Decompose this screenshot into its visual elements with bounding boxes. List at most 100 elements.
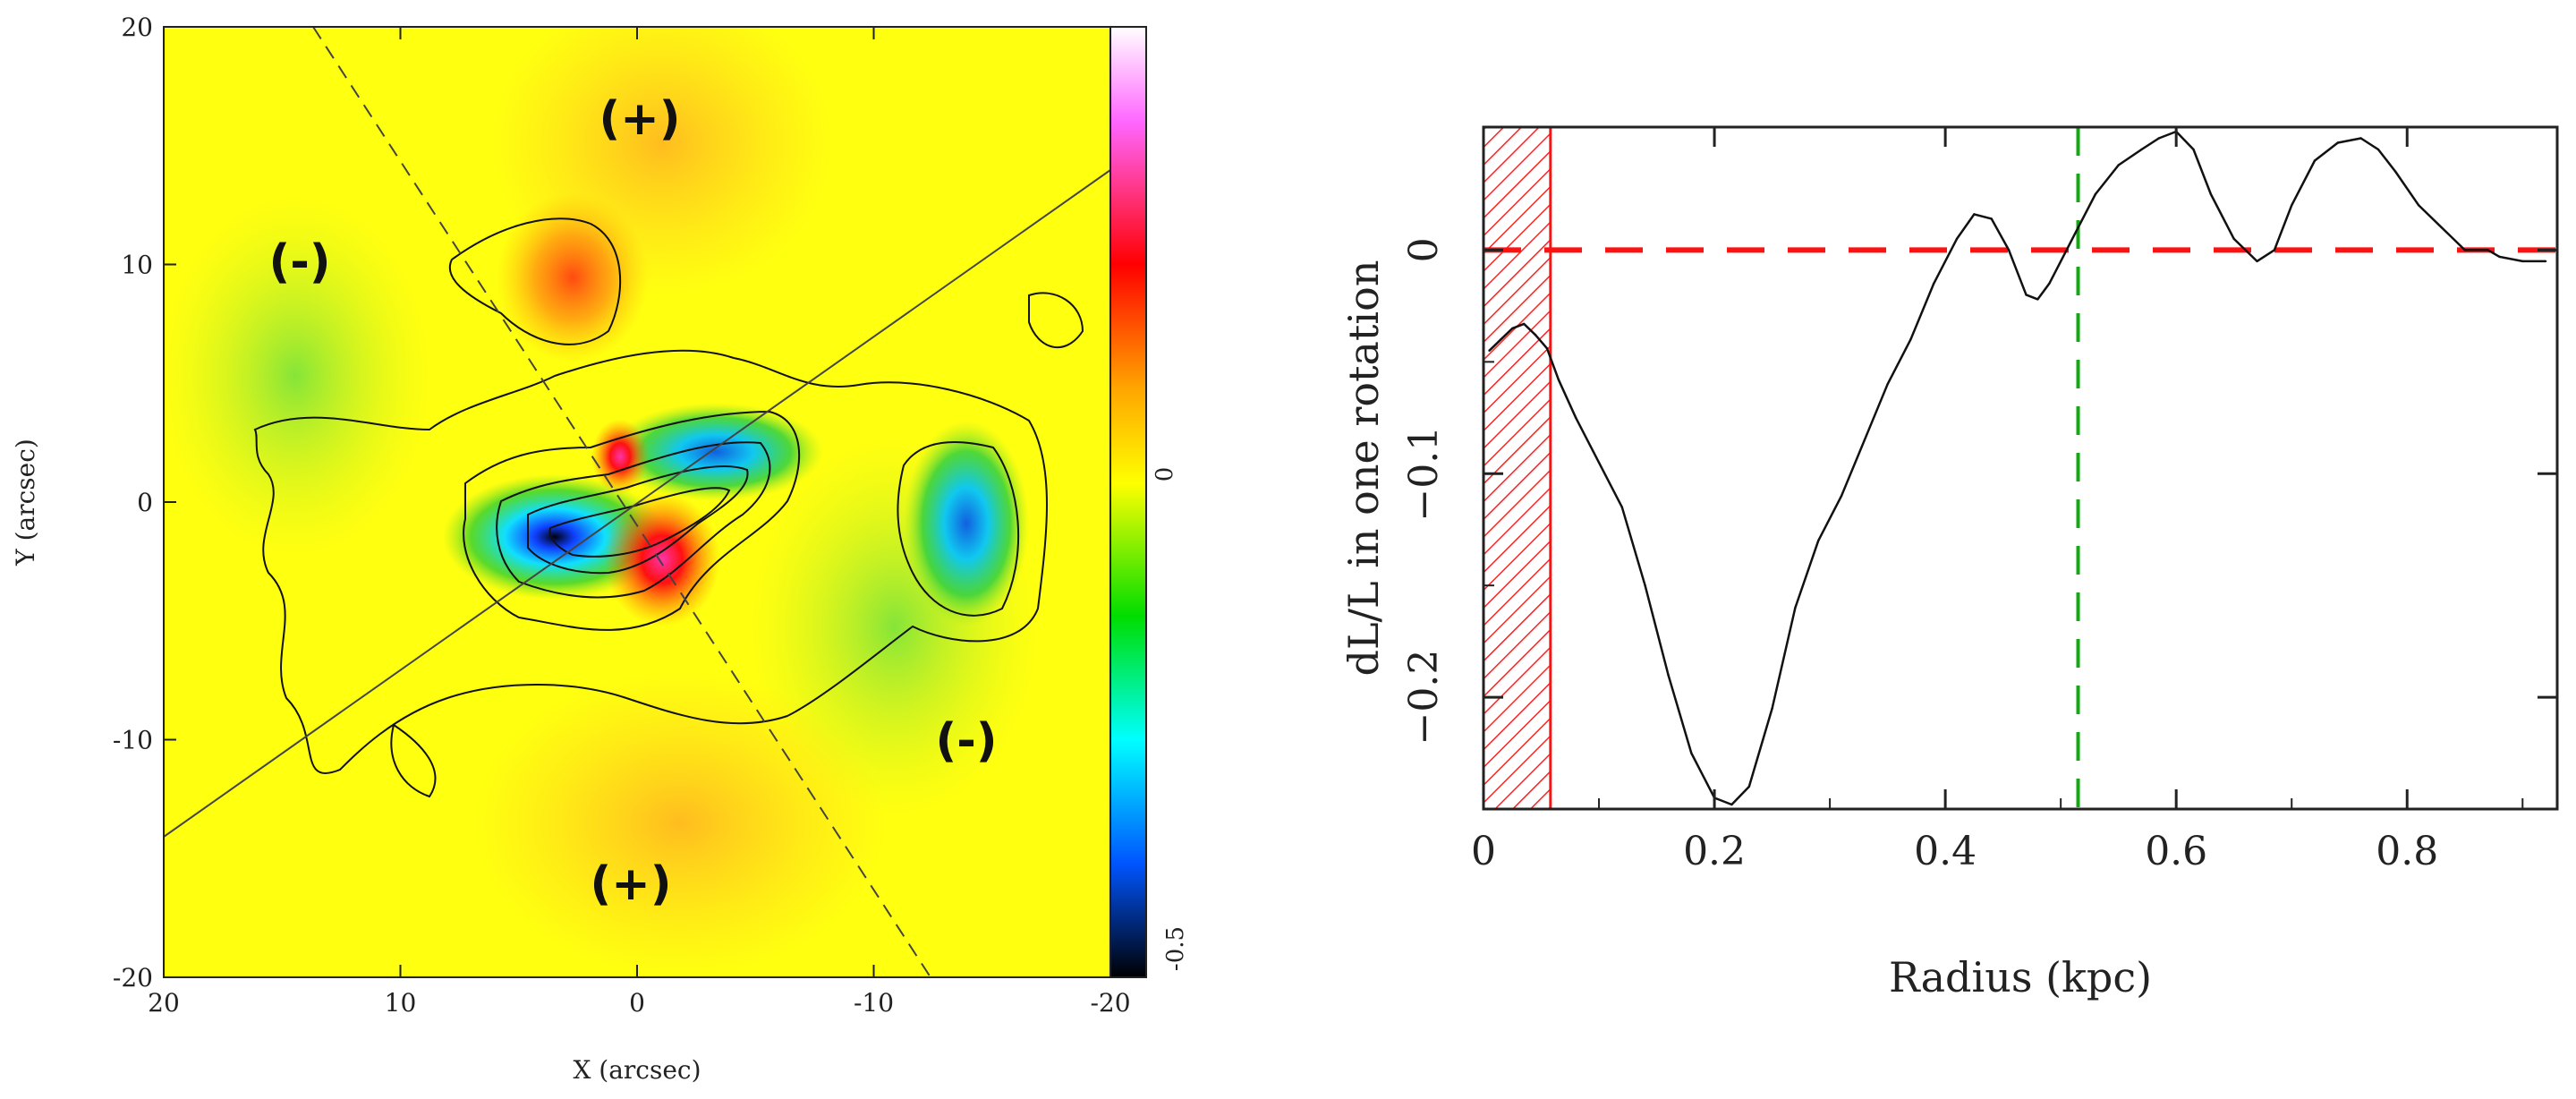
profile-data-point bbox=[2376, 148, 2380, 151]
profile-data-point bbox=[2025, 294, 2028, 296]
profile-x-tick-label: 0.8 bbox=[2376, 829, 2438, 874]
profile-data-point bbox=[1933, 282, 1935, 285]
profile-data-point bbox=[1575, 416, 1577, 419]
profile-x-tick-label: 0 bbox=[1471, 829, 1496, 874]
profile-data-point bbox=[1644, 584, 1646, 587]
profile-data-point bbox=[2273, 249, 2276, 251]
profile-x-tick-label: 0.6 bbox=[2145, 829, 2207, 874]
resolution-limit bbox=[1482, 125, 1552, 811]
map-image bbox=[164, 27, 1110, 977]
map-y-tick-label: -20 bbox=[113, 963, 153, 993]
profile-data-point bbox=[2192, 148, 2195, 151]
map-x-tick-label: 20 bbox=[148, 988, 180, 1018]
profile-data-point bbox=[1794, 606, 1797, 609]
profile-data-point bbox=[1973, 213, 1976, 216]
profile-data-point bbox=[1817, 540, 1820, 542]
profile-data-point bbox=[1620, 506, 1624, 508]
profile-data-point bbox=[1886, 383, 1889, 386]
profile-y-tick-label: 0 bbox=[1401, 237, 1447, 262]
profile-data-point bbox=[1511, 327, 1514, 330]
map-negative-wing-left bbox=[164, 197, 429, 555]
colorbar-tick-label: -0.5 bbox=[1162, 926, 1189, 971]
sign-label-top: (+) bbox=[599, 92, 680, 146]
map-y-axis-title: Y (arcsec) bbox=[11, 439, 40, 567]
profile-data-point bbox=[2521, 260, 2524, 263]
profile-data-point bbox=[2313, 159, 2317, 162]
bar-axis-line bbox=[164, 169, 1110, 838]
map-positive-lobe-top bbox=[497, 192, 649, 362]
profile-data-point bbox=[1863, 439, 1866, 441]
profile-data-point bbox=[2117, 164, 2120, 166]
profile-plot-area bbox=[1482, 125, 2557, 811]
profile-data-point bbox=[2048, 282, 2051, 285]
profile-data-point bbox=[2440, 226, 2444, 229]
profile-data-point bbox=[2036, 298, 2039, 301]
profile-data-point bbox=[1955, 237, 1959, 241]
profile-y-tick-label: −0.2 bbox=[1401, 650, 1447, 745]
profile-x-tick-label: 0.2 bbox=[1683, 829, 1746, 874]
map-y-tick-label: 0 bbox=[137, 488, 153, 517]
profile-data-point bbox=[2140, 148, 2143, 151]
profile-data-point bbox=[1909, 338, 1912, 341]
map-x-tick-label: 10 bbox=[385, 988, 417, 1018]
profile-data-point bbox=[2498, 255, 2501, 259]
profile-data-point bbox=[2256, 260, 2258, 263]
profile-data-point bbox=[2060, 260, 2062, 263]
profile-panel: 0 0.2 0.4 0.6 0.8 0 −0.1 −0.2 Radius (kpc) dL/… bbox=[1339, 125, 2559, 1001]
map-positive-lobe-bottom bbox=[474, 671, 886, 975]
profile-data-point bbox=[1730, 803, 1733, 806]
contours bbox=[253, 217, 1084, 798]
profile-data-point bbox=[2359, 137, 2362, 140]
profile-data-point bbox=[1667, 673, 1670, 677]
profile-y-tick-label: −0.1 bbox=[1401, 426, 1447, 522]
map-y-tick-label: 10 bbox=[121, 251, 153, 280]
colorbar: 0 -0.5 bbox=[1109, 26, 1189, 978]
profile-x-axis: 0 0.2 0.4 0.6 0.8 bbox=[1471, 127, 2524, 874]
profile-data-point bbox=[2007, 249, 2011, 251]
map-negative-clump-right bbox=[904, 421, 1029, 626]
profile-x-tick-label: 0.4 bbox=[1914, 829, 1977, 874]
profile-data-point bbox=[1557, 379, 1560, 381]
profile-data-point bbox=[2463, 249, 2466, 251]
map-x-tick-label: -10 bbox=[854, 988, 894, 1018]
map-x-axis-title: X (arcsec) bbox=[573, 1055, 701, 1085]
profile-data-point bbox=[1840, 495, 1843, 498]
map-x-tick-label: -20 bbox=[1090, 988, 1130, 1018]
profile-data-point bbox=[2209, 192, 2213, 196]
colorbar-tick-label: 0 bbox=[1152, 467, 1178, 482]
profile-data-point bbox=[2336, 141, 2339, 144]
profile-data-point bbox=[1545, 347, 1549, 350]
profile-data-point bbox=[1488, 349, 1491, 352]
sign-label-right: (-) bbox=[935, 714, 997, 768]
profile-data-point bbox=[1747, 785, 1751, 788]
profile-x-axis-title: Radius (kpc) bbox=[1889, 953, 2152, 1001]
map-x-axis: 20 10 0 -10 -20 bbox=[148, 27, 1131, 1018]
minor-axis-dashed-line bbox=[312, 27, 931, 977]
profile-data-point bbox=[1534, 334, 1537, 337]
profile-data-point bbox=[2077, 226, 2079, 229]
profile-data-point bbox=[2544, 260, 2547, 263]
map-y-tick-label: -10 bbox=[113, 726, 153, 755]
profile-data-point bbox=[2418, 204, 2420, 207]
profile-data-point bbox=[1690, 752, 1693, 754]
map-x-tick-label: 0 bbox=[629, 988, 645, 1018]
profile-data-point bbox=[1990, 217, 1993, 220]
map-y-axis: 20 10 0 -10 -20 bbox=[113, 13, 176, 993]
profile-y-axis-title: dL/L in one rotation bbox=[1339, 260, 1388, 677]
profile-data-point bbox=[1500, 338, 1502, 341]
profile-data-point bbox=[2291, 204, 2293, 207]
profile-data-point bbox=[1771, 707, 1773, 710]
sign-label-bottom: (+) bbox=[590, 857, 671, 911]
profile-data-point bbox=[2487, 249, 2489, 251]
profile-data-point bbox=[1523, 322, 1526, 326]
profile-frame bbox=[1482, 125, 2559, 811]
profile-data-point bbox=[1597, 461, 1601, 464]
map-y-tick-label: 20 bbox=[121, 13, 153, 42]
profile-data-point bbox=[2094, 192, 2097, 196]
colorbar-gradient bbox=[1109, 26, 1147, 978]
profile-data-point bbox=[2157, 137, 2160, 140]
profile-data-point bbox=[2232, 237, 2235, 241]
torque-map-panel: 0 -0.5 (+) (-) (-) (+) 20 10 0 -10 -20 20 10 0… bbox=[11, 13, 1189, 1085]
sign-label-left: (-) bbox=[268, 235, 330, 289]
